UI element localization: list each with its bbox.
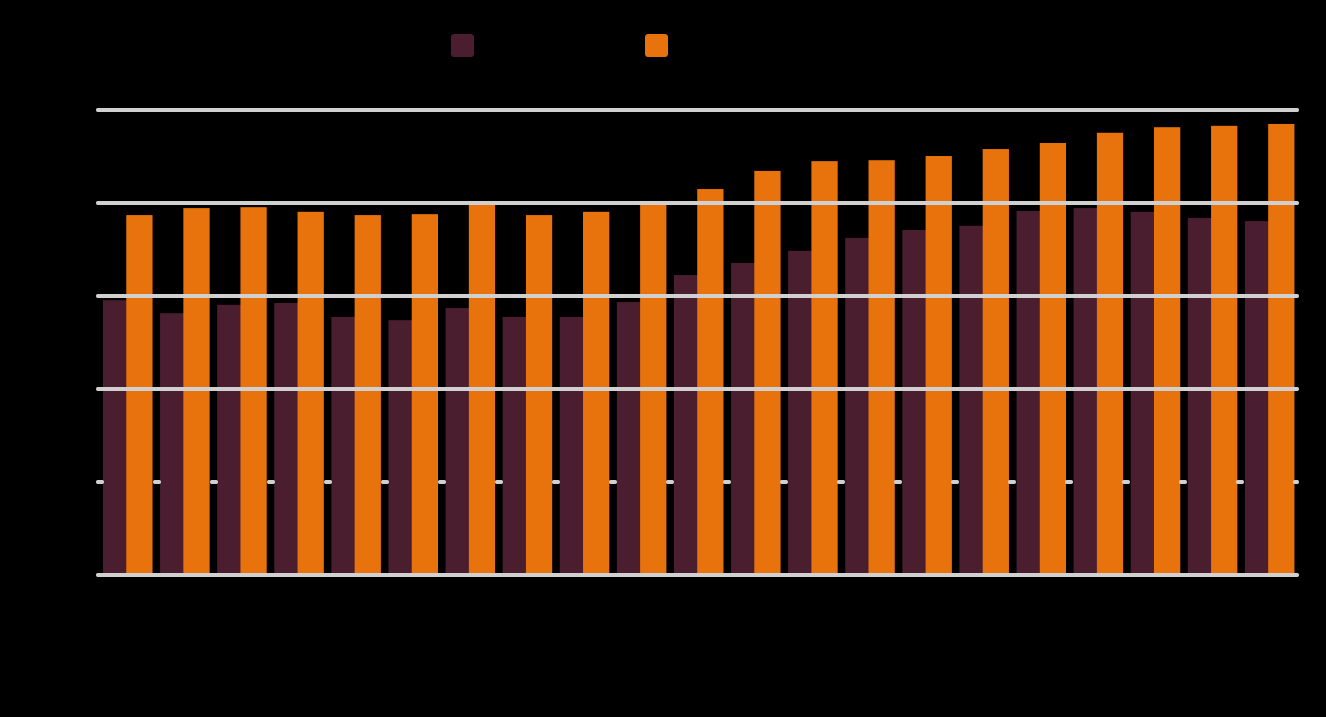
bar [160, 313, 187, 575]
bar [1073, 208, 1100, 576]
bar [297, 211, 324, 575]
bar [868, 160, 895, 575]
bar [731, 262, 758, 575]
bar [1039, 143, 1067, 575]
bar [1153, 127, 1181, 575]
bar [1244, 221, 1272, 575]
bar [673, 275, 701, 575]
y-tick-label: 20 [72, 473, 88, 489]
bar [183, 208, 210, 576]
bar [583, 211, 610, 575]
bar [697, 189, 724, 576]
bar [103, 300, 130, 575]
bar [1130, 211, 1157, 575]
bar [445, 308, 472, 575]
bar [616, 302, 644, 575]
y-tick-label: 40 [72, 380, 88, 396]
y-tick-label: 100 [65, 101, 89, 117]
bar [1096, 132, 1124, 575]
bar [1016, 210, 1043, 575]
bar [331, 316, 358, 575]
bar [354, 215, 381, 575]
bar [754, 170, 781, 576]
bar [411, 214, 439, 575]
legend-swatch [645, 34, 668, 57]
bar [240, 207, 267, 575]
bar [1211, 125, 1238, 575]
bar [525, 215, 553, 575]
bar [811, 161, 838, 575]
bar [845, 237, 872, 575]
bar [959, 225, 986, 575]
bar [274, 302, 301, 575]
y-tick-label: 60 [72, 287, 88, 303]
legend-swatch [451, 34, 474, 57]
bar [1187, 217, 1215, 575]
y-tick-label: 0 [80, 566, 88, 582]
bar [126, 215, 153, 575]
bar [217, 304, 244, 575]
bar [902, 229, 929, 575]
bar [925, 156, 952, 575]
y-tick-label: 80 [72, 194, 88, 210]
bar [788, 250, 815, 575]
bar [388, 320, 415, 575]
bar [982, 149, 1009, 575]
bar [502, 316, 529, 575]
bar [559, 316, 587, 575]
bar [1268, 123, 1295, 575]
